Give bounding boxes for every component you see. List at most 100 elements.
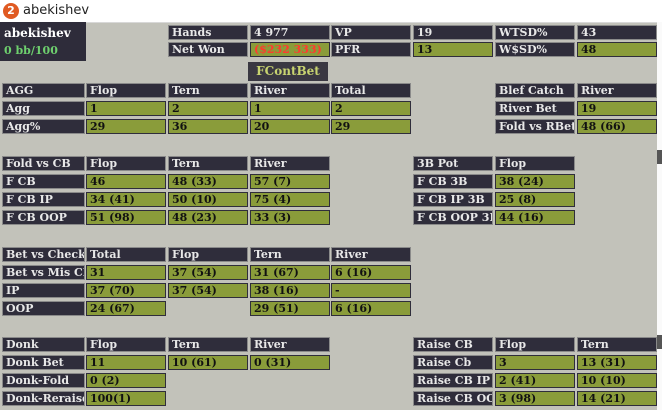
stat-value: 38 (24) bbox=[495, 174, 575, 189]
row-label: Agg% bbox=[2, 119, 85, 134]
stat-value: 6 (16) bbox=[331, 301, 411, 316]
stat-value: 48 (33) bbox=[168, 174, 248, 189]
row-label: Donk-Fold bbox=[2, 373, 85, 388]
stat-value: 6 (16) bbox=[331, 265, 411, 280]
stat-value: 50 (10) bbox=[168, 192, 248, 207]
stat-value: 31 (67) bbox=[250, 265, 330, 280]
column-header: Bet vs Check bbox=[2, 247, 85, 262]
stat-value: 2 (41) bbox=[495, 373, 575, 388]
stat-value: 13 (31) bbox=[577, 355, 657, 370]
column-header: Fold vs CB bbox=[2, 156, 85, 171]
column-header: River bbox=[250, 337, 330, 352]
row-label: Net Won bbox=[168, 42, 248, 57]
stat-value: 14 (21) bbox=[577, 391, 657, 406]
stat-value: 44 (16) bbox=[495, 210, 575, 225]
row-label: F CB 3B bbox=[413, 174, 493, 189]
row-label: Agg bbox=[2, 101, 85, 116]
stat-value: 0 (2) bbox=[86, 373, 166, 388]
stat-value: 0 (31) bbox=[250, 355, 330, 370]
app-badge-icon: 2 bbox=[3, 3, 19, 19]
stat-value: 3 (98) bbox=[495, 391, 575, 406]
column-header: Tern bbox=[250, 247, 330, 262]
column-header: Flop bbox=[168, 247, 248, 262]
stat-value: 25 (8) bbox=[495, 192, 575, 207]
row-label: F CB IP bbox=[2, 192, 85, 207]
column-header: 43 bbox=[577, 25, 657, 40]
column-header: 4 977 bbox=[250, 25, 330, 40]
stat-value: 46 bbox=[86, 174, 166, 189]
stat-value: 48 bbox=[577, 42, 657, 57]
row-label: F CB IP 3B bbox=[413, 192, 493, 207]
column-header: Hands bbox=[168, 25, 248, 40]
row-label: W$SD% bbox=[495, 42, 575, 57]
stat-value: 1 bbox=[86, 101, 166, 116]
row-label: Donk-Reraise bbox=[2, 391, 85, 406]
column-header: Flop bbox=[86, 83, 166, 98]
column-header: Total bbox=[86, 247, 166, 262]
stat-value: 37 (54) bbox=[168, 265, 248, 280]
window-title: abekishev bbox=[23, 3, 90, 18]
row-label: IP bbox=[2, 283, 85, 298]
row-label: Raise CB OOP bbox=[413, 391, 493, 406]
stat-value: 2 bbox=[168, 101, 248, 116]
column-header: Tern bbox=[168, 337, 248, 352]
stat-value: 34 (41) bbox=[86, 192, 166, 207]
stat-value: 37 (70) bbox=[86, 283, 166, 298]
column-header: Tern bbox=[168, 156, 248, 171]
player-winrate: 0 bb/100 bbox=[4, 44, 58, 57]
row-label: River Bet bbox=[495, 101, 575, 116]
row-label: OOP bbox=[2, 301, 85, 316]
column-header: Tern bbox=[168, 83, 248, 98]
column-header: Raise CB bbox=[413, 337, 493, 352]
stat-value: 10 (10) bbox=[577, 373, 657, 388]
column-header: River bbox=[250, 156, 330, 171]
stat-value: 31 bbox=[86, 265, 166, 280]
column-header: AGG bbox=[2, 83, 85, 98]
player-name: abekishev bbox=[4, 26, 71, 40]
stat-value: ($232 333) bbox=[250, 42, 330, 57]
row-label: Bet vs Mis CB bbox=[2, 265, 85, 280]
section-title: FContBet bbox=[248, 62, 328, 81]
player-card: abekishev 0 bb/100 bbox=[0, 22, 86, 61]
stat-value: 48 (23) bbox=[168, 210, 248, 225]
stat-value: 29 (51) bbox=[250, 301, 330, 316]
stat-value: - bbox=[331, 283, 411, 298]
row-label: PFR bbox=[331, 42, 411, 57]
column-header: Flop bbox=[495, 156, 575, 171]
row-label: F CB bbox=[2, 174, 85, 189]
stat-value: 38 (16) bbox=[250, 283, 330, 298]
stat-value: 11 bbox=[86, 355, 166, 370]
stat-value: 75 (4) bbox=[250, 192, 330, 207]
stat-value: 37 (54) bbox=[168, 283, 248, 298]
stat-value: 57 (7) bbox=[250, 174, 330, 189]
scrollbar[interactable] bbox=[657, 22, 662, 410]
title-bar: 2 abekishev bbox=[0, 0, 662, 23]
column-header: Donk bbox=[2, 337, 85, 352]
column-header: River bbox=[331, 247, 411, 262]
column-header: Total bbox=[331, 83, 411, 98]
stat-value: 19 bbox=[577, 101, 657, 116]
column-header: River bbox=[250, 83, 330, 98]
row-label: F CB OOP 3B bbox=[413, 210, 493, 225]
stat-value: 48 (66) bbox=[577, 119, 657, 134]
row-label: Fold vs RBet bbox=[495, 119, 575, 134]
column-header: River bbox=[577, 83, 657, 98]
stat-value: 100(1) bbox=[86, 391, 166, 406]
stat-value: 33 (3) bbox=[250, 210, 330, 225]
column-header: Blef Catch bbox=[495, 83, 575, 98]
stat-value: 13 bbox=[413, 42, 493, 57]
stat-value: 10 (61) bbox=[168, 355, 248, 370]
column-header: VP bbox=[331, 25, 411, 40]
scroll-mark bbox=[657, 335, 662, 349]
stat-value: 51 (98) bbox=[86, 210, 166, 225]
column-header: WTSD% bbox=[495, 25, 575, 40]
column-header: Flop bbox=[86, 156, 166, 171]
column-header: Tern bbox=[577, 337, 657, 352]
stat-value: 20 bbox=[250, 119, 330, 134]
scroll-mark bbox=[657, 150, 662, 164]
row-label: F CB OOP bbox=[2, 210, 85, 225]
row-label: Raise CB IP bbox=[413, 373, 493, 388]
stat-value: 29 bbox=[331, 119, 411, 134]
column-header: 19 bbox=[413, 25, 493, 40]
stat-value: 24 (67) bbox=[86, 301, 166, 316]
